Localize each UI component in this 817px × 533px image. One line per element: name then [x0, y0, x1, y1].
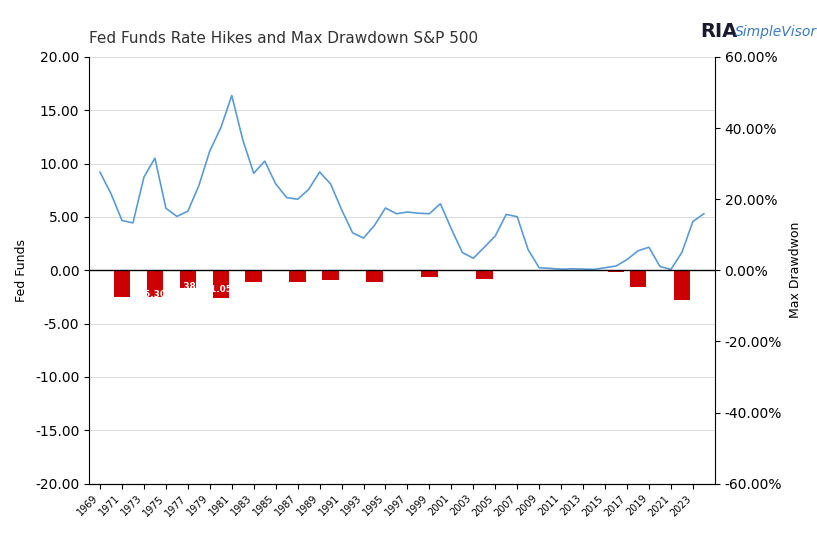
Bar — [147, 270, 163, 297]
Text: Fed Funds Rate Hikes and Max Drawdown S&P 500: Fed Funds Rate Hikes and Max Drawdown S&… — [89, 31, 478, 46]
Bar — [212, 270, 229, 297]
Text: -14.48%: -14.48% — [596, 289, 636, 298]
Bar — [476, 270, 493, 279]
Bar — [366, 270, 382, 282]
Y-axis label: Max Drawdwon: Max Drawdwon — [789, 222, 802, 319]
Bar — [114, 270, 130, 297]
Text: -15.30%: -15.30% — [135, 290, 176, 299]
Text: -24.71%: -24.71% — [661, 301, 703, 310]
Bar — [674, 270, 690, 300]
Y-axis label: Fed Funds: Fed Funds — [15, 239, 28, 302]
Text: -22.97%: -22.97% — [101, 298, 143, 308]
Bar — [180, 270, 196, 288]
Text: -8.38%: -8.38% — [171, 282, 205, 291]
Text: -11.05%: -11.05% — [200, 285, 241, 294]
Bar — [421, 270, 438, 277]
Text: -8.73%: -8.73% — [280, 282, 315, 291]
Bar — [245, 270, 262, 282]
Bar — [608, 270, 624, 272]
Bar — [323, 270, 339, 280]
Text: RIA: RIA — [700, 22, 738, 42]
Bar — [630, 270, 646, 287]
Text: -7.47%: -7.47% — [467, 281, 502, 290]
Text: -5.76%: -5.76% — [412, 279, 447, 288]
Bar — [289, 270, 306, 282]
Text: -9.73%: -9.73% — [357, 284, 392, 293]
Text: SimpleVisor: SimpleVisor — [735, 25, 817, 39]
